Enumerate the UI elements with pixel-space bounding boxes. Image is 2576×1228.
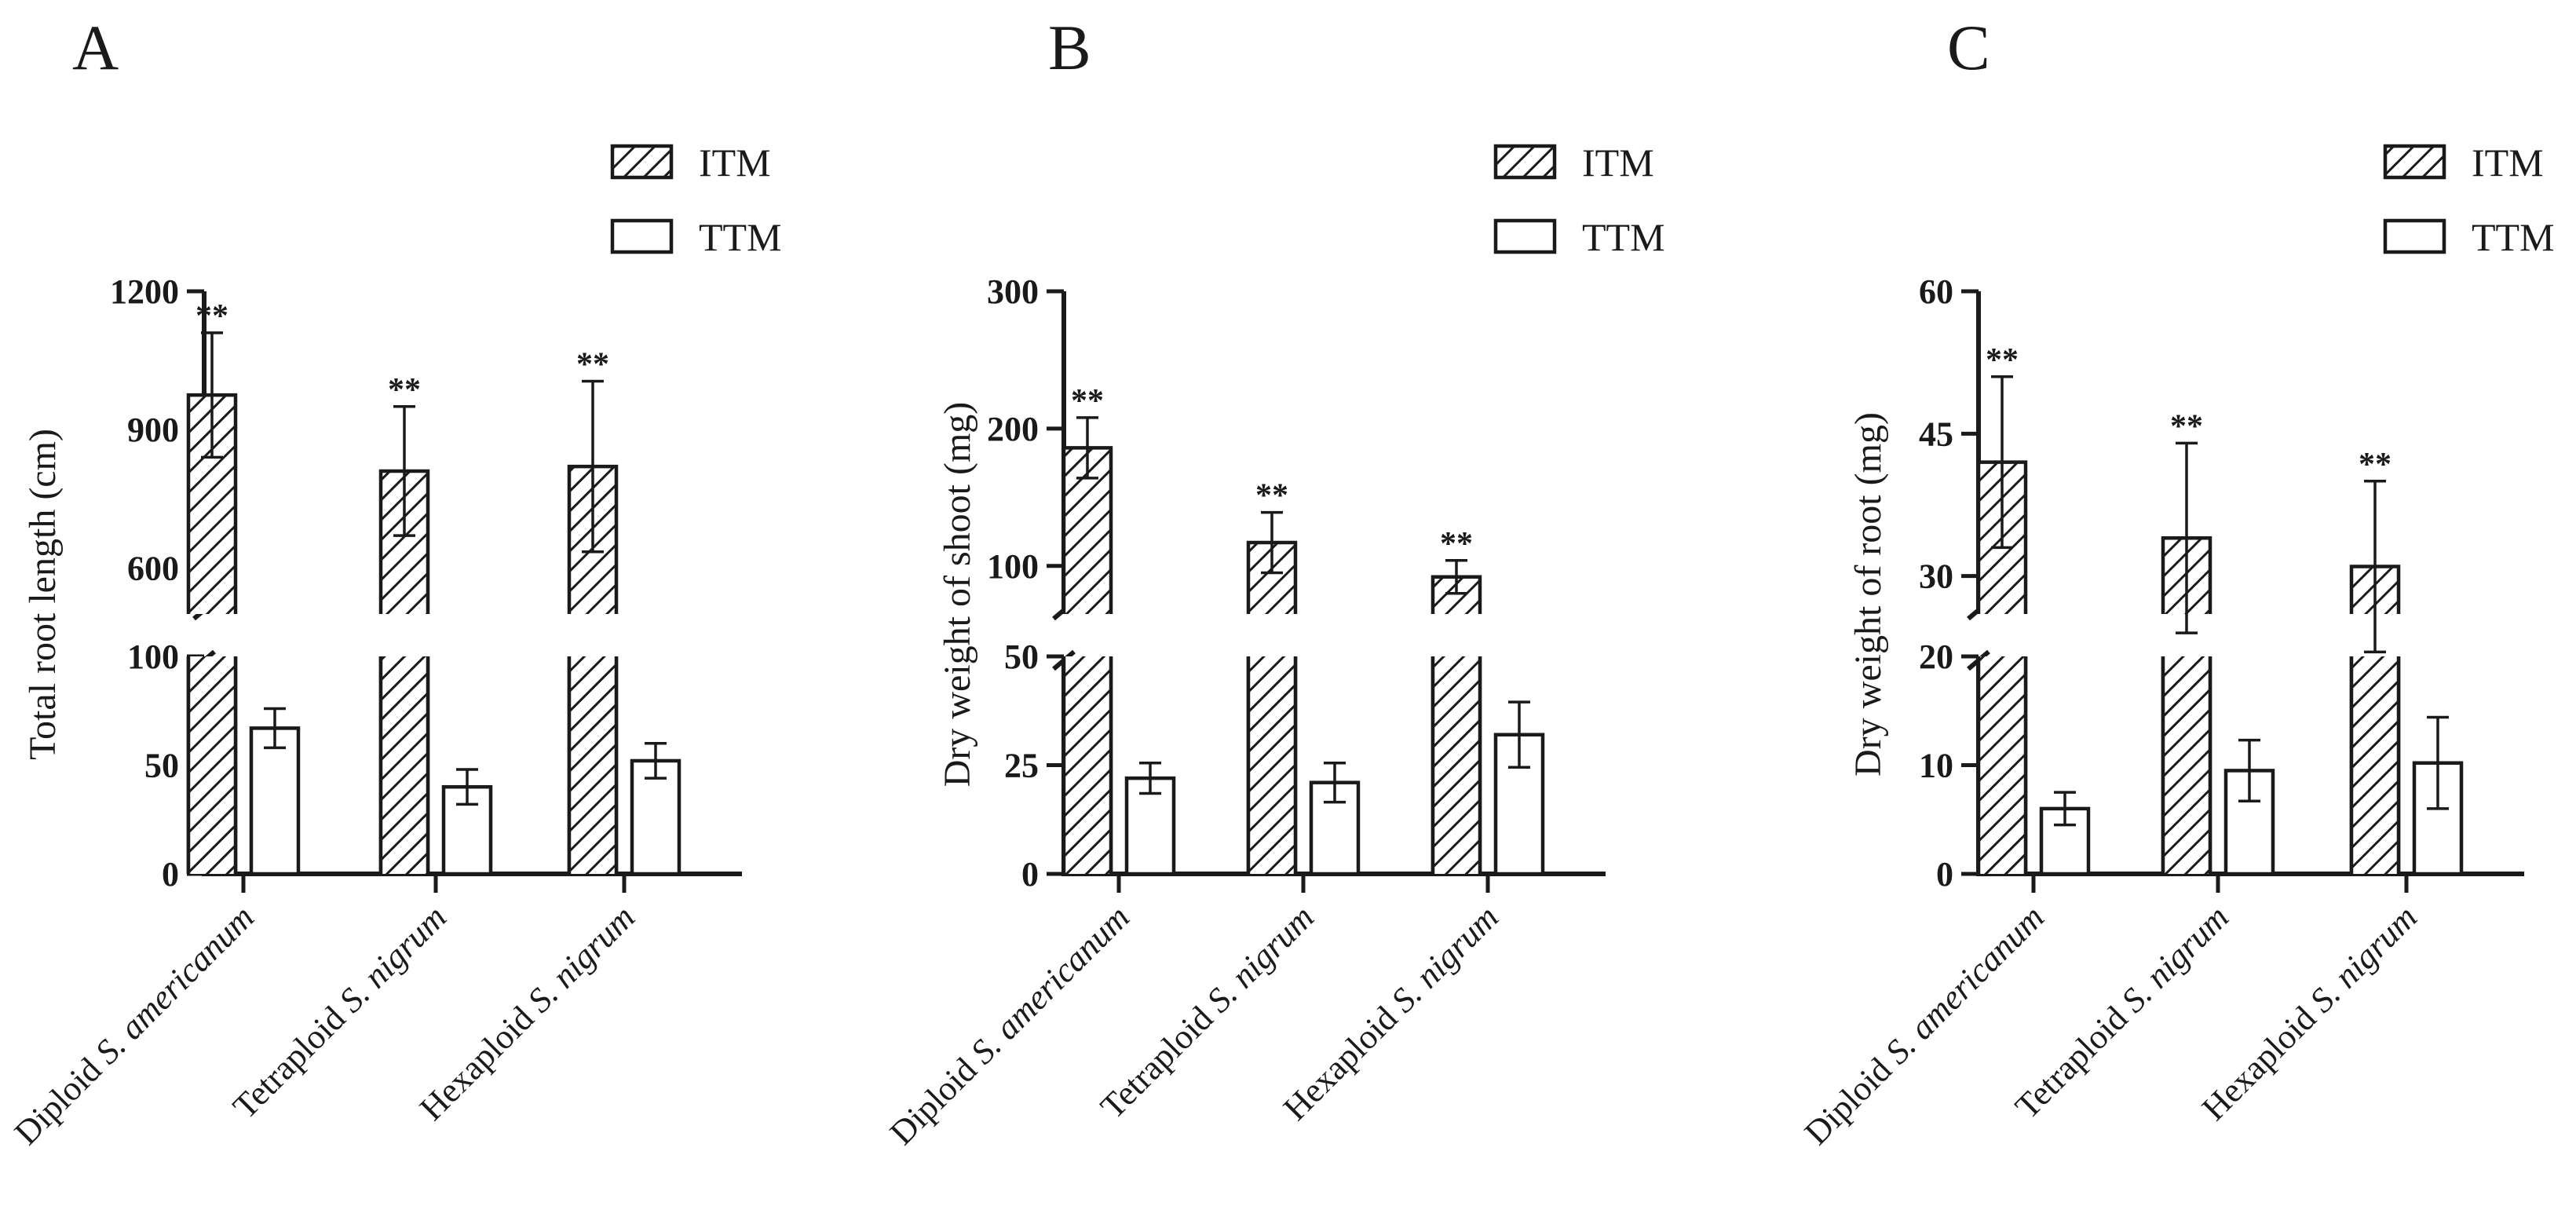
bar-itm-lower (1064, 656, 1111, 874)
legend-label-ttm: TTM (699, 215, 782, 259)
bar-side (378, 656, 430, 874)
y-tick-label: 0 (162, 855, 179, 894)
bar-side (186, 656, 238, 874)
bar-itm-lower (188, 656, 236, 874)
y-tick-label: 50 (1004, 638, 1039, 676)
significance-label: ** (2359, 447, 2391, 483)
panel-letter: B (1048, 12, 1091, 83)
y-tick-label: 10 (1919, 747, 1953, 785)
bar-itm-lower (1248, 656, 1295, 874)
significance-label: ** (388, 372, 421, 408)
y-tick-label: 20 (1919, 638, 1953, 676)
legend-label-itm: ITM (2472, 141, 2544, 185)
y-tick-label: 25 (1004, 747, 1039, 785)
y-axis-label: Dry weight of shoot (mg) (937, 402, 978, 788)
significance-label: ** (195, 298, 228, 334)
chart-panel-b: B ITM TTM 0 25 50 100 200 300 Dry weight of shoot… (882, 12, 1665, 1153)
bar-side (2161, 656, 2212, 874)
chart-panel-a: A ITM TTM 0 50 100 600 900 1200 Total root length… (7, 12, 782, 1153)
x-category-label: Diploid S. americanum (882, 897, 1137, 1152)
legend-swatch-itm (610, 144, 674, 180)
legend-swatch-itm (1493, 144, 1557, 180)
x-category-label: Hexaploid S. nigrum (2194, 897, 2424, 1127)
legend-swatch-itm (2383, 144, 2446, 180)
bar-itm-lower (1979, 656, 2026, 874)
panel-letter: C (1947, 12, 1990, 83)
chart-panel-c: C ITM TTM 0 10 20 30 45 60 Dry weight of root (mg… (1797, 12, 2555, 1153)
x-category-label: Diploid S. americanum (7, 897, 261, 1152)
x-category-label: Hexaploid S. nigrum (412, 897, 642, 1127)
bar-itm-lower (2163, 656, 2210, 874)
y-tick-label: 300 (987, 272, 1039, 311)
legend-label-ttm: TTM (1582, 215, 1665, 259)
y-tick-label: 900 (127, 411, 179, 449)
y-tick-label: 1200 (110, 272, 179, 311)
legend-swatch-ttm (2383, 218, 2446, 254)
bar-side (1976, 656, 2028, 874)
significance-label: ** (1986, 342, 2019, 378)
y-tick-label: 0 (1936, 855, 1953, 894)
legend-swatch-ttm (610, 218, 674, 254)
bar-itm-lower (569, 656, 616, 874)
y-tick-label: 100 (127, 638, 179, 676)
y-tick-label: 45 (1919, 415, 1953, 453)
legend-label-ttm: TTM (2472, 215, 2555, 259)
bar-itm-lower (2351, 656, 2399, 874)
y-axis-label: Total root length (cm) (22, 429, 64, 760)
significance-label: ** (1071, 383, 1104, 419)
bar-side (1061, 656, 1113, 874)
significance-label: ** (1255, 478, 1288, 514)
y-axis-label: Dry weight of root (mg) (1847, 412, 1889, 777)
significance-label: ** (2170, 408, 2203, 444)
legend-label-itm: ITM (699, 141, 771, 185)
bar-side (1431, 656, 1482, 874)
y-tick-label: 100 (987, 547, 1039, 586)
y-tick-label: 50 (144, 747, 179, 785)
y-tick-label: 0 (1021, 855, 1039, 894)
x-category-label: Diploid S. americanum (1797, 897, 2052, 1152)
significance-label: ** (576, 346, 609, 382)
panel-letter: A (72, 12, 119, 83)
bar-itm-lower (381, 656, 428, 874)
bar-ttm (249, 726, 301, 876)
y-tick-label: 60 (1919, 272, 1953, 311)
significance-label: ** (1440, 526, 1473, 562)
bar-itm-lower (1433, 656, 1480, 874)
legend-label-itm: ITM (1582, 141, 1654, 185)
y-tick-label: 30 (1919, 557, 1953, 596)
legend-swatch-ttm (1493, 218, 1557, 254)
bar-side (567, 656, 619, 874)
y-tick-label: 200 (987, 410, 1039, 448)
bar-side (2349, 656, 2401, 874)
y-tick-label: 600 (127, 549, 179, 587)
bar-side (1246, 656, 1298, 874)
x-category-label: Tetraploid S. nigrum (225, 897, 454, 1126)
